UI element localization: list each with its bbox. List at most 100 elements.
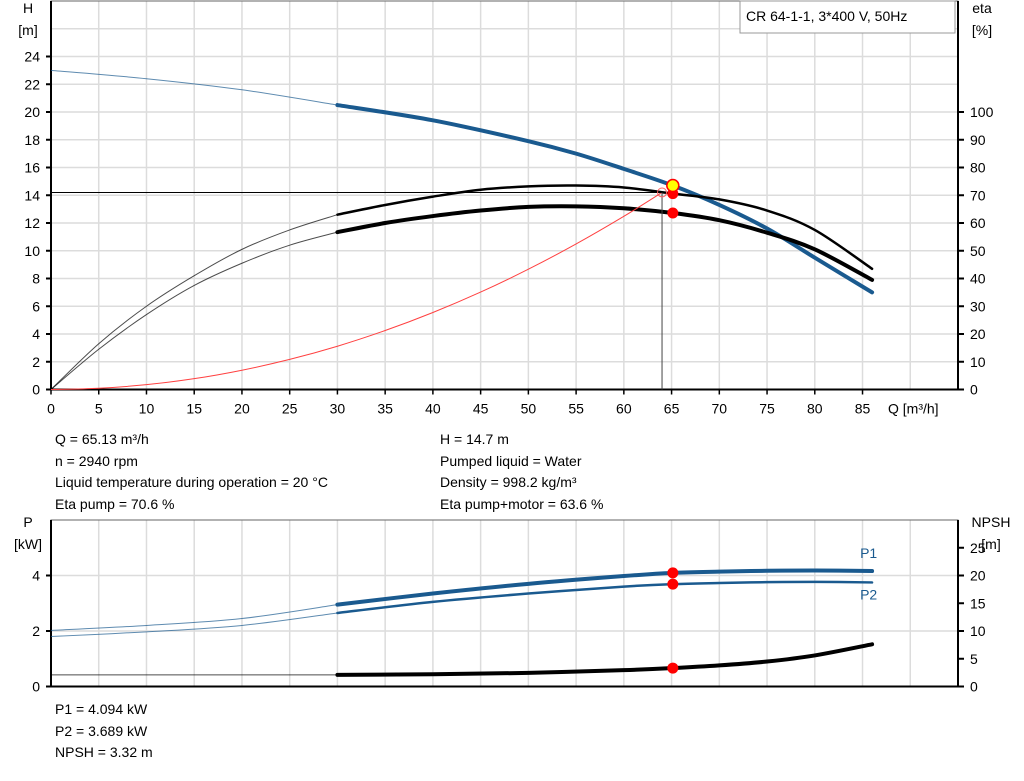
tick-label-left: 22 bbox=[24, 76, 40, 92]
series-eta-pump-extrapolated bbox=[50, 214, 338, 390]
tick-label-right: 50 bbox=[970, 243, 986, 259]
y-left-unit: [kW] bbox=[14, 536, 42, 552]
tick-label-right: 20 bbox=[970, 568, 986, 584]
series-head bbox=[335, 103, 875, 295]
tick-label-left: 16 bbox=[24, 160, 40, 176]
plot-frame bbox=[50, 519, 959, 687]
series-eta-pump bbox=[336, 184, 874, 271]
tick-label-right: 0 bbox=[970, 382, 978, 398]
series-p1-extrapolated bbox=[50, 604, 338, 631]
tick-label-right: 25 bbox=[970, 540, 986, 556]
tick-label-bottom: 60 bbox=[616, 401, 632, 417]
info-p2: P2 = 3.689 kW bbox=[55, 722, 148, 739]
series-npsh bbox=[335, 642, 875, 677]
tick-label-bottom: 20 bbox=[234, 401, 250, 417]
info-temperature: Liquid temperature during operation = 20… bbox=[55, 474, 328, 490]
legend-text: CR 64-1-1, 3*400 V, 50Hz bbox=[746, 8, 907, 24]
tick-label-left: 10 bbox=[24, 243, 40, 259]
info-density: Density = 998.2 kg/m³ bbox=[440, 474, 577, 490]
marker-npsh bbox=[667, 662, 679, 674]
tick-label-left: 24 bbox=[24, 49, 40, 65]
head-efficiency-panel bbox=[46, 0, 964, 395]
series-p1 bbox=[335, 568, 875, 607]
tick-label-left: 18 bbox=[24, 132, 40, 148]
tick-label-bottom: 65 bbox=[664, 401, 680, 417]
tick-label-bottom: 50 bbox=[521, 401, 537, 417]
info-npsh: NPSH = 3.32 m bbox=[55, 744, 153, 760]
tick-label-bottom: 55 bbox=[568, 401, 584, 417]
info-eta-pump: Eta pump = 70.6 % bbox=[55, 495, 175, 512]
series-p2 bbox=[336, 580, 874, 615]
tick-label-left: 12 bbox=[24, 215, 40, 231]
marker-p1 bbox=[667, 567, 679, 579]
tick-label-bottom: 35 bbox=[377, 401, 393, 417]
tick-label-bottom: 40 bbox=[425, 401, 441, 417]
info-p1: P1 = 4.094 kW bbox=[55, 701, 148, 717]
power-info: P1 = 4.094 kW P2 = 3.689 kW NPSH = 3.32 … bbox=[55, 699, 153, 764]
tick-label-bottom: 5 bbox=[95, 401, 103, 417]
tick-label-right: 40 bbox=[970, 271, 986, 287]
series-p2-extrapolated bbox=[50, 612, 338, 638]
marker-p2 bbox=[667, 578, 679, 590]
series-label-p2: P2 bbox=[860, 586, 877, 602]
tick-label-bottom: 30 bbox=[330, 401, 346, 417]
tick-label-bottom: 85 bbox=[855, 401, 871, 417]
series-eta-pump-motor-extrapolated bbox=[50, 231, 338, 390]
duty-point-marker bbox=[657, 187, 668, 198]
operating-info-right: H = 14.7 m Pumped liquid = Water Density… bbox=[440, 429, 603, 515]
tick-label-bottom: 0 bbox=[47, 401, 55, 417]
tick-label-bottom: 10 bbox=[139, 401, 155, 417]
series-system-curve bbox=[50, 192, 663, 390]
tick-label-bottom: 80 bbox=[807, 401, 823, 417]
tick-label-left: 4 bbox=[32, 568, 40, 584]
tick-label-right: 100 bbox=[970, 104, 994, 120]
tick-label-left: 20 bbox=[24, 104, 40, 120]
power-npsh-panel bbox=[46, 519, 964, 688]
tick-label-right: 90 bbox=[970, 132, 986, 148]
tick-label-left: 14 bbox=[24, 187, 40, 203]
tick-label-bottom: 25 bbox=[282, 401, 298, 417]
y-right-unit: [%] bbox=[972, 22, 992, 38]
y-left-label: H bbox=[23, 0, 33, 16]
tick-label-right: 0 bbox=[970, 679, 978, 695]
tick-label-left: 8 bbox=[32, 271, 40, 287]
info-speed: n = 2940 rpm bbox=[55, 452, 138, 469]
x-axis-label: Q [m³/h] bbox=[888, 401, 939, 417]
tick-label-left: 0 bbox=[32, 382, 40, 398]
tick-label-right: 20 bbox=[970, 326, 986, 342]
tick-label-left: 2 bbox=[32, 354, 40, 370]
legend-box bbox=[739, 0, 956, 34]
tick-label-right: 30 bbox=[970, 298, 986, 314]
tick-label-bottom: 75 bbox=[759, 401, 775, 417]
y-right-unit: [m] bbox=[981, 536, 1000, 552]
y-right-label: eta bbox=[972, 0, 992, 16]
info-head: H = 14.7 m bbox=[440, 431, 509, 447]
tick-label-right: 15 bbox=[970, 595, 986, 611]
tick-label-right: 60 bbox=[970, 215, 986, 231]
tick-label-bottom: 70 bbox=[712, 401, 728, 417]
y-right-label: NPSH bbox=[972, 514, 1011, 530]
series-head-extrapolated bbox=[50, 69, 338, 106]
info-liquid: Pumped liquid = Water bbox=[440, 452, 582, 469]
operating-info-left: Q = 65.13 m³/h n = 2940 rpm Liquid tempe… bbox=[55, 429, 328, 515]
y-left-unit: [m] bbox=[18, 22, 37, 38]
tick-label-right: 5 bbox=[970, 651, 978, 667]
tick-label-right: 80 bbox=[970, 160, 986, 176]
tick-label-right: 10 bbox=[970, 623, 986, 639]
info-eta-pump-motor: Eta pump+motor = 63.6 % bbox=[440, 495, 604, 512]
tick-label-left: 6 bbox=[32, 298, 40, 314]
tick-label-bottom: 45 bbox=[473, 401, 489, 417]
tick-label-right: 70 bbox=[970, 187, 986, 203]
tick-label-left: 0 bbox=[32, 679, 40, 695]
info-flow: Q = 65.13 m³/h bbox=[55, 431, 149, 447]
tick-label-right: 10 bbox=[970, 354, 986, 370]
y-left-label: P bbox=[23, 514, 32, 530]
series-eta-pump-motor bbox=[335, 204, 875, 282]
marker-eta-pump-motor bbox=[667, 207, 679, 219]
tick-label-bottom: 15 bbox=[186, 401, 202, 417]
operating-point-marker bbox=[666, 178, 680, 193]
tick-label-left: 2 bbox=[32, 623, 40, 639]
tick-label-left: 4 bbox=[32, 326, 40, 342]
series-label-p1: P1 bbox=[860, 545, 877, 561]
